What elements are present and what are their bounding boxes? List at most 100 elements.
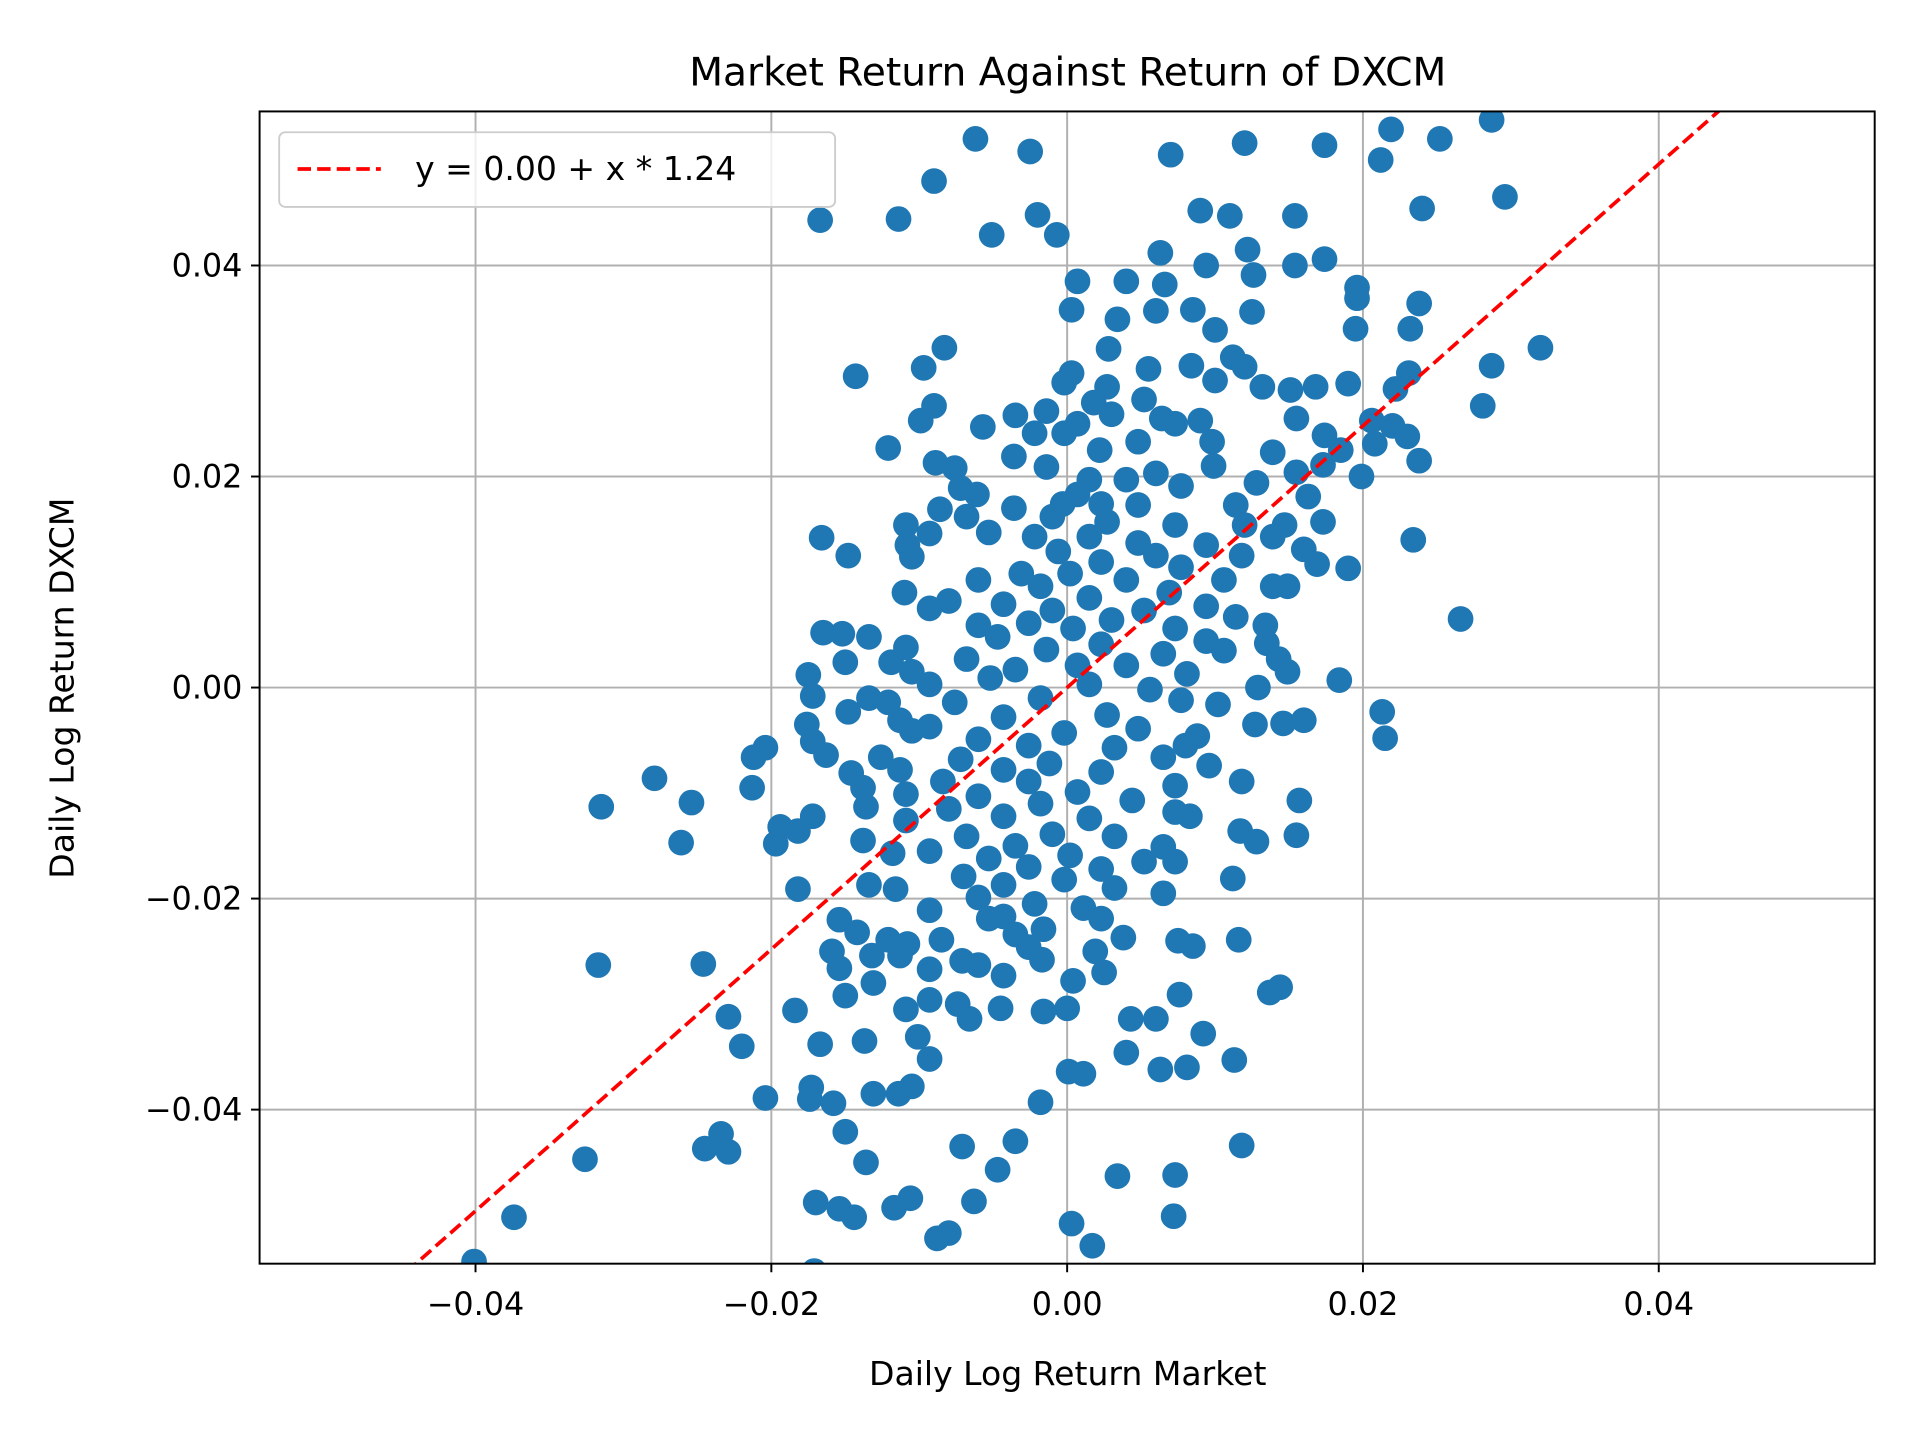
data-point [1327,437,1354,463]
data-point [1178,352,1205,379]
data-point [1225,926,1252,953]
data-point [1274,573,1301,600]
data-point [1160,1203,1187,1230]
data-point [1027,790,1054,817]
data-point [1125,530,1151,556]
data-point [1088,759,1115,785]
data-point [1231,353,1258,380]
data-point [990,756,1017,783]
data-point [813,742,839,768]
data-point [1311,246,1338,273]
data-point [916,595,943,622]
data-point [1382,376,1409,402]
data-point [829,620,856,647]
data-point [1076,523,1103,550]
data-point [916,1046,943,1072]
data-point [860,970,887,996]
data-point [835,698,862,725]
data-point [1282,252,1308,279]
data-point [969,414,996,440]
data-point [1243,469,1270,496]
data-point [844,919,870,946]
data-point [1168,554,1194,581]
data-point [1302,373,1329,400]
x-tick-label: 0.04 [1623,1285,1694,1323]
data-point [875,435,902,461]
data-point [795,662,822,688]
data-point [1168,473,1194,499]
data-point [1002,656,1029,683]
data-point [715,1003,742,1030]
data-point [1015,732,1042,759]
data-point [1369,698,1396,725]
data-point [1088,905,1115,932]
data-point [1427,126,1453,152]
data-point [850,774,876,801]
data-point [826,955,853,982]
data-point [1057,842,1083,869]
data-point [964,481,990,508]
data-point [796,1086,823,1112]
data-point [1242,711,1268,738]
data-point [1135,356,1162,382]
data-point [867,744,894,771]
data-point [965,783,992,810]
data-point [859,942,885,969]
data-point [1406,447,1433,474]
data-points [461,111,1554,1264]
data-point [782,997,808,1024]
data-point [1051,720,1078,746]
data-point [1110,924,1137,951]
data-point [1033,636,1060,663]
data-point [878,649,904,676]
data-point [691,1135,718,1162]
data-point [990,872,1017,898]
data-point [882,876,909,902]
data-point [1150,744,1177,771]
data-point [1193,593,1220,620]
data-point [1029,946,1055,973]
data-point [802,1189,829,1216]
data-point [1234,236,1261,263]
data-point [1076,805,1103,832]
data-point [953,503,980,530]
data-point [904,1023,931,1050]
data-point [987,995,1014,1022]
axis-ticks: −0.04 −0.02 0.00 0.02 0.04 −0.04 −0.02 0.00 0.02… [145,247,1694,1324]
data-point [762,830,789,857]
data-point [1033,454,1060,480]
data-point [1045,538,1072,565]
chart-title: Market Return Against Return of DXCM [689,51,1446,96]
data-point [1015,854,1042,880]
data-point [1409,195,1435,222]
data-point [668,829,694,856]
data-point [1202,316,1228,343]
data-point [907,407,934,434]
data-point [924,1225,950,1252]
x-tick-label: 0.00 [1032,1285,1103,1323]
data-point [1221,1047,1248,1073]
data-point [739,774,765,801]
x-tick-label: −0.04 [427,1285,525,1323]
data-point [898,543,925,570]
data-point [1162,848,1188,875]
data-point [1478,111,1505,133]
data-point [1147,239,1174,266]
data-point [893,996,919,1023]
data-point [1143,542,1169,569]
data-point [1205,691,1231,718]
data-point [1113,567,1140,593]
data-point [1002,832,1029,859]
data-point [1274,658,1301,685]
data-point [1113,466,1140,493]
data-point [1228,768,1255,795]
data-point [1211,637,1237,664]
data-point [1222,603,1249,630]
data-point [1058,1210,1085,1237]
legend: y = 0.00 + x * 1.24 [278,131,837,208]
data-point [885,1080,912,1107]
data-point [1372,725,1398,752]
data-point [1051,866,1078,893]
